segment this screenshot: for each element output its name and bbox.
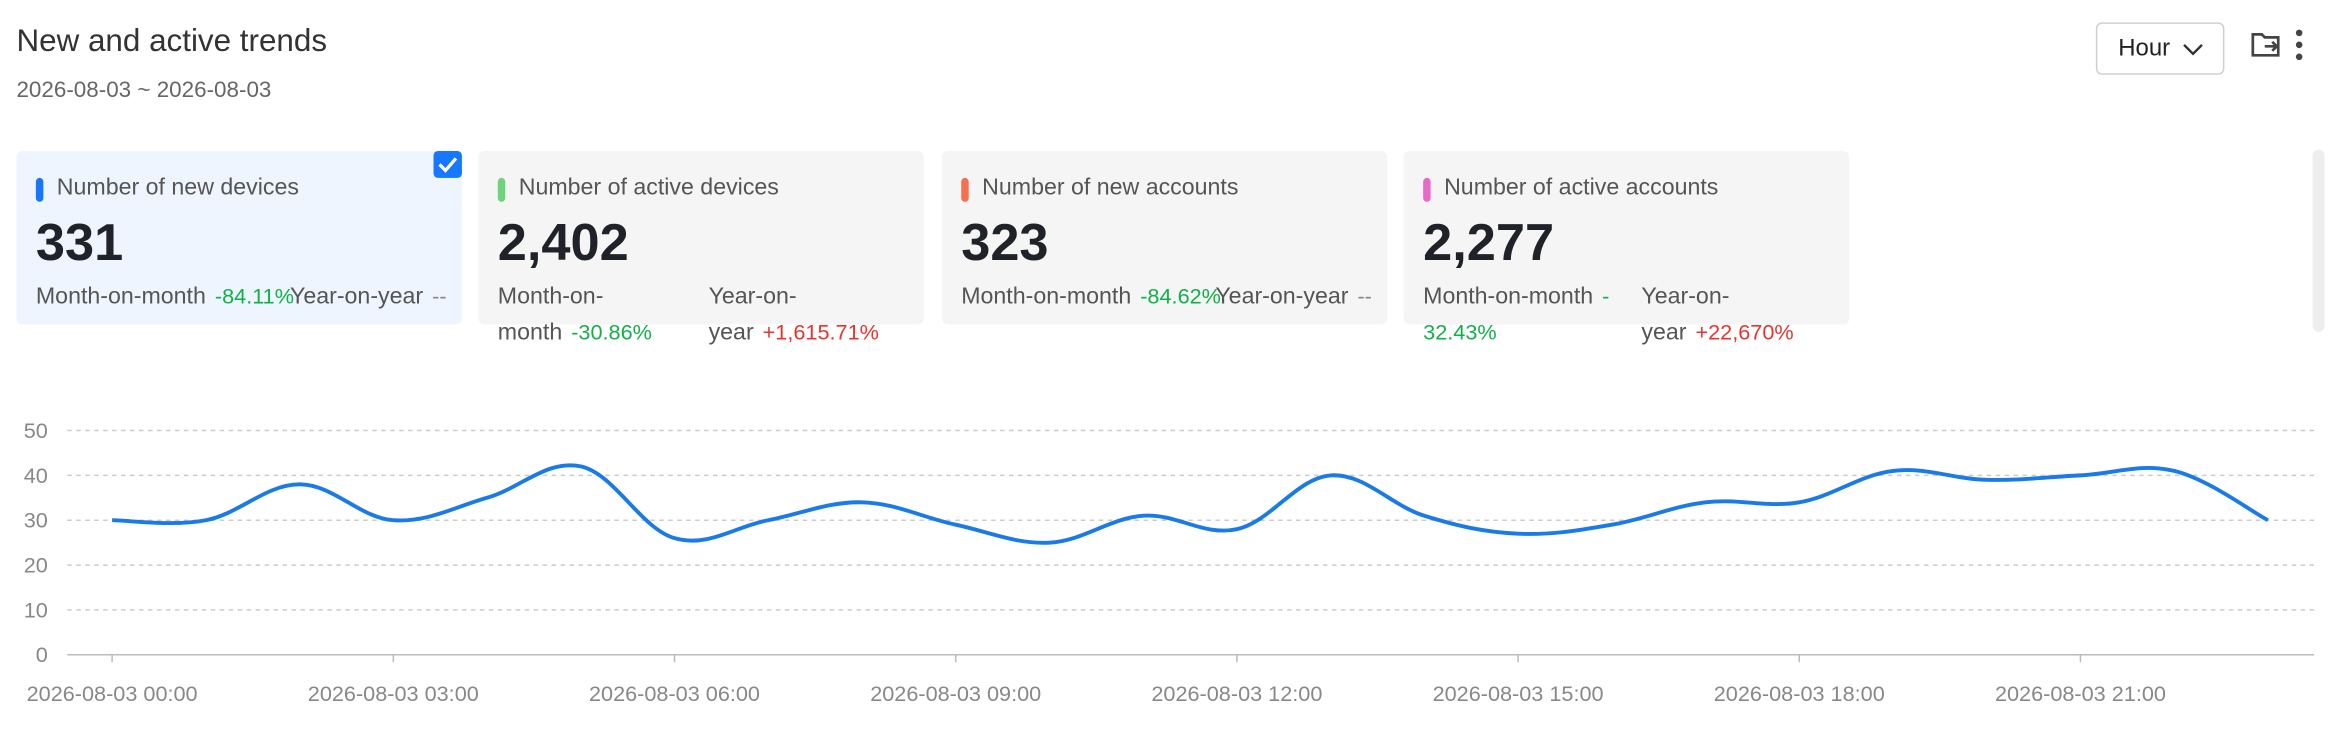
metric-card[interactable]: Number of new accounts 323 Month-on-month -…	[941, 150, 1388, 325]
card-title: Number of active devices	[518, 174, 779, 201]
more-icon[interactable]	[2292, 27, 2307, 63]
yoy-value: --	[1357, 285, 1372, 310]
mom-value: -32.43%	[1423, 285, 1610, 346]
x-tick-label: 2026-08-03 12:00	[1151, 681, 1322, 706]
yoy-label: Year-on-year	[290, 284, 424, 310]
mom-label: Month-on-month	[35, 284, 206, 310]
mom-metric: Month-on-month -32.43%	[1423, 280, 1610, 352]
color-bar	[961, 177, 969, 202]
x-tick-label: 2026-08-03 09:00	[870, 681, 1041, 706]
color-bar	[1423, 177, 1431, 202]
mom-label: Month-on-month	[1423, 284, 1594, 310]
metric-card[interactable]: Number of active devices 2,402 Month-on-mo…	[478, 150, 924, 345]
card-title: Number of active accounts	[1444, 174, 1719, 201]
color-bar	[35, 177, 44, 202]
mom-metric: Month-on-month -30.86%	[498, 280, 674, 352]
mom-metric: Month-on-month -84.62%	[961, 280, 1223, 316]
x-tick-label: 2026-08-03 06:00	[589, 681, 760, 706]
y-tick-label: 10	[24, 597, 48, 622]
card-title: Number of new accounts	[982, 174, 1239, 201]
x-tick-label: 2026-08-03 21:00	[1995, 681, 2166, 706]
granularity-select[interactable]: Hour	[2095, 22, 2225, 75]
granularity-label: Hour	[2118, 35, 2171, 61]
mom-value: -84.11%	[214, 285, 295, 310]
export-icon[interactable]	[2250, 28, 2283, 61]
mom-value: -30.86%	[571, 321, 652, 346]
scrollbar	[2312, 149, 2325, 332]
yoy-metric: Year-on-year +1,615.71%	[709, 280, 918, 352]
y-tick-label: 20	[24, 553, 48, 578]
metric-card[interactable]: Number of active accounts 2,277 Month-on-m…	[1403, 150, 1850, 345]
card-title: Number of new devices	[56, 174, 299, 201]
yoy-metric: Year-on-year --	[1215, 280, 1379, 316]
y-tick-label: 30	[24, 508, 48, 533]
x-tick-label: 2026-08-03 15:00	[1433, 681, 1604, 706]
x-tick-label: 2026-08-03 03:00	[308, 681, 479, 706]
yoy-metric: Year-on-year +22,670%	[1641, 280, 1850, 352]
yoy-value: +1,615.71%	[762, 321, 879, 346]
title: New and active trends	[16, 23, 328, 59]
yoy-label: Year-on-year	[1215, 284, 1349, 310]
card-value: 2,277	[1423, 213, 1555, 273]
chevron	[2182, 43, 2203, 55]
mom-metric: Month-on-month -84.11%	[36, 280, 298, 316]
x-tick-label: 2026-08-03 18:00	[1714, 681, 1885, 706]
card-value: 323	[961, 213, 1049, 273]
mom-value: -84.62%	[1140, 285, 1221, 310]
yoy-value: --	[432, 285, 447, 310]
y-tick-label: 0	[36, 642, 48, 667]
mom-label: Month-on-month	[497, 284, 604, 346]
trend-line	[112, 463, 2269, 545]
yoy-metric: Year-on-year --	[290, 280, 454, 316]
card-value: 2,402	[497, 213, 629, 273]
y-tick-label: 40	[24, 463, 48, 488]
yoy-value: +22,670%	[1695, 321, 1794, 346]
date-range: 2026-08-03 ~ 2026-08-03	[16, 77, 272, 104]
mom-label: Month-on-month	[961, 284, 1132, 310]
y-tick-label: 50	[24, 418, 48, 443]
metric-card[interactable]: Number of new devices 331 Month-on-month -8…	[16, 150, 462, 325]
yoy-label: Year-on-year	[1641, 284, 1730, 346]
checkbox	[433, 150, 462, 178]
x-tick-label: 2026-08-03 00:00	[27, 681, 198, 706]
color-bar	[497, 177, 506, 202]
yoy-label: Year-on-year	[708, 284, 797, 346]
card-value: 331	[35, 213, 124, 273]
